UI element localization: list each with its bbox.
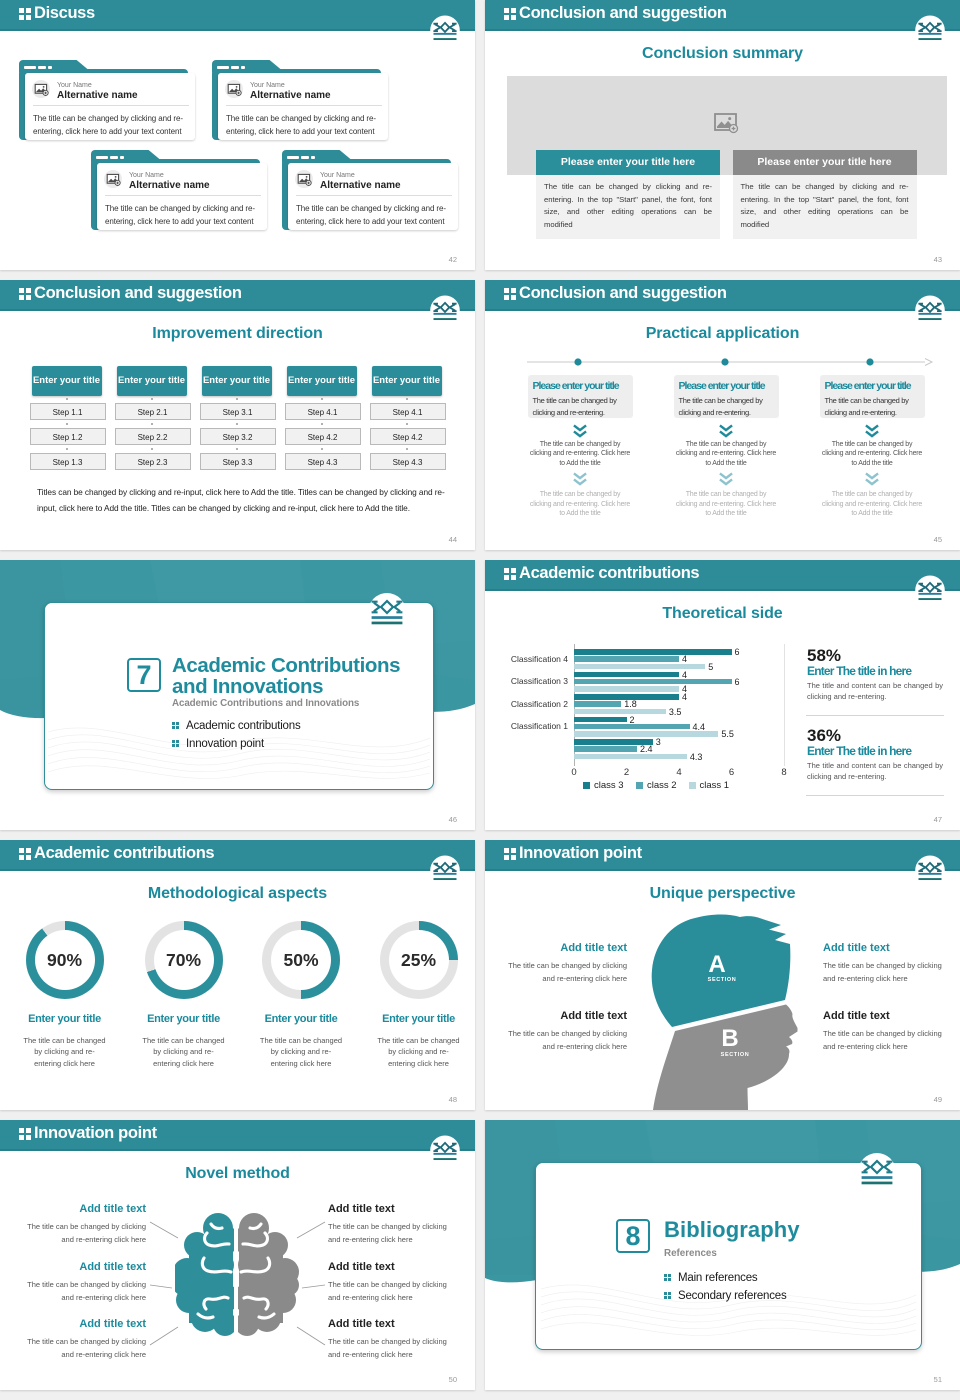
svg-text:SECTION: SECTION [708,977,737,983]
svg-text:SECTION: SECTION [721,1052,750,1058]
svg-text:B: B [721,1025,738,1052]
svg-text:A: A [708,951,725,978]
